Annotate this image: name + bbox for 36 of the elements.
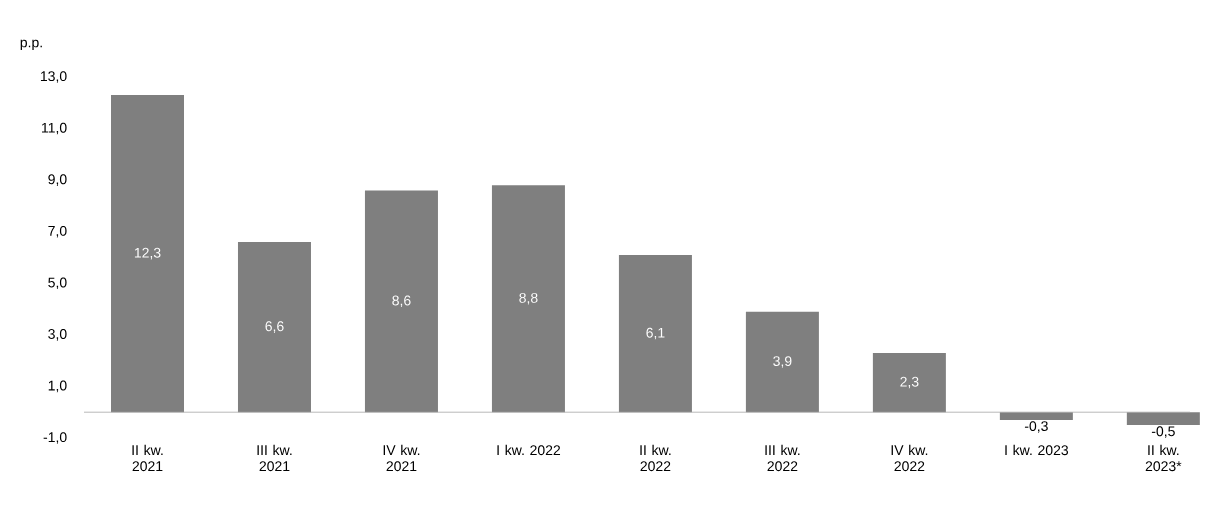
bar xyxy=(872,352,946,413)
x-tick-label: II kw. 2022 xyxy=(640,444,671,472)
bar xyxy=(237,242,311,413)
data-label: -0,3 xyxy=(1024,421,1048,433)
x-tick-label: I kw. 2022 xyxy=(497,444,561,456)
y-tick-label: 13,0 xyxy=(40,71,67,83)
data-label: 6,1 xyxy=(646,327,665,340)
data-label: 6,6 xyxy=(265,321,284,333)
data-label: 12,3 xyxy=(134,247,161,260)
y-tick-label: 1,0 xyxy=(48,380,67,393)
data-label: 3,9 xyxy=(773,356,792,368)
data-label: 8,8 xyxy=(519,292,538,305)
y-tick-label: 5,0 xyxy=(48,277,67,290)
bar xyxy=(111,95,184,413)
y-tick-label: -1,0 xyxy=(43,432,67,444)
x-tick-label: I kw. 2023 xyxy=(1005,444,1069,456)
y-tick-label: 7,0 xyxy=(48,225,67,238)
bar xyxy=(999,412,1073,420)
data-label: 2,3 xyxy=(900,376,919,389)
bar xyxy=(1126,412,1200,426)
x-tick-label: IV kw. 2022 xyxy=(891,444,928,472)
x-tick-label: IV kw. 2021 xyxy=(383,444,420,472)
x-tick-label: II kw. 2021 xyxy=(132,444,163,472)
x-tick-label: II kw. 2023* xyxy=(1145,444,1182,472)
data-label: -0,5 xyxy=(1151,426,1175,438)
bar xyxy=(618,254,692,413)
data-label: 8,6 xyxy=(392,295,411,308)
bar xyxy=(491,185,565,413)
y-tick-label: 11,0 xyxy=(42,122,67,135)
x-tick-label: III kw. 2021 xyxy=(257,444,292,472)
y-tick-label: 3,0 xyxy=(48,329,67,341)
y-axis-title: p.p. xyxy=(20,39,42,51)
bar xyxy=(364,190,438,413)
x-tick-label: III kw. 2022 xyxy=(765,444,800,472)
y-tick-label: 9,0 xyxy=(48,174,67,186)
bar xyxy=(745,311,819,413)
